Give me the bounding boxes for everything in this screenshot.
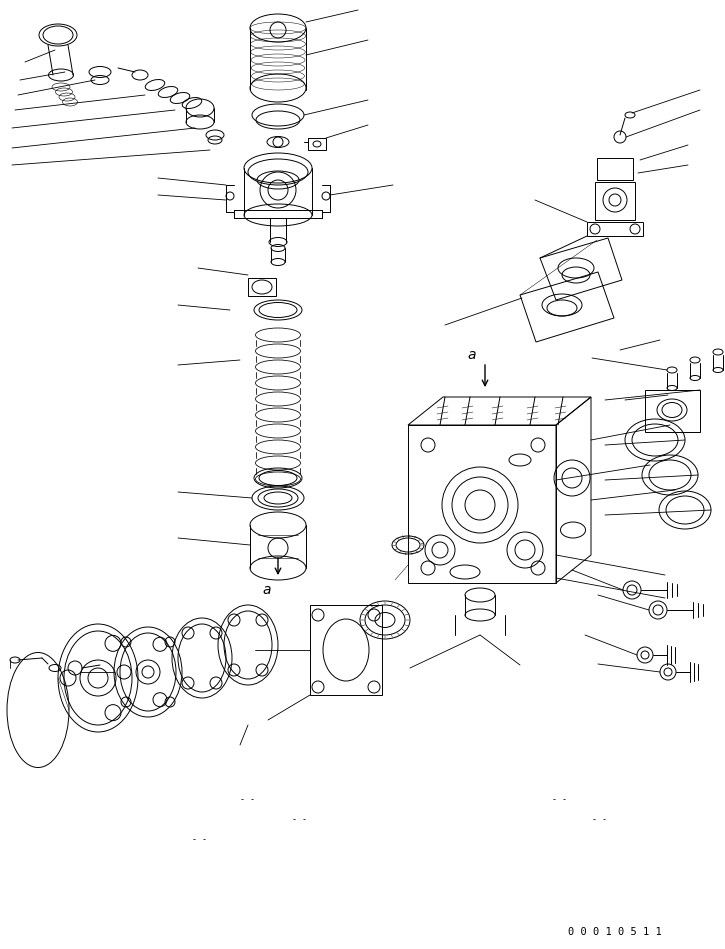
Text: - -: - -: [552, 795, 568, 805]
Bar: [308, 138, 326, 150]
Text: 0 0 0 1 0 5 1 1: 0 0 0 1 0 5 1 1: [568, 927, 662, 937]
Text: a: a: [262, 583, 270, 597]
Text: a: a: [467, 348, 476, 362]
Bar: [597, 158, 633, 180]
Bar: [248, 278, 276, 296]
Text: - -: - -: [241, 795, 255, 805]
Bar: [310, 605, 382, 695]
Bar: [645, 390, 700, 432]
Bar: [595, 182, 635, 220]
Text: - -: - -: [193, 835, 207, 845]
Text: - -: - -: [292, 815, 307, 825]
Bar: [587, 222, 643, 236]
Bar: [408, 425, 556, 583]
Text: - -: - -: [592, 815, 608, 825]
